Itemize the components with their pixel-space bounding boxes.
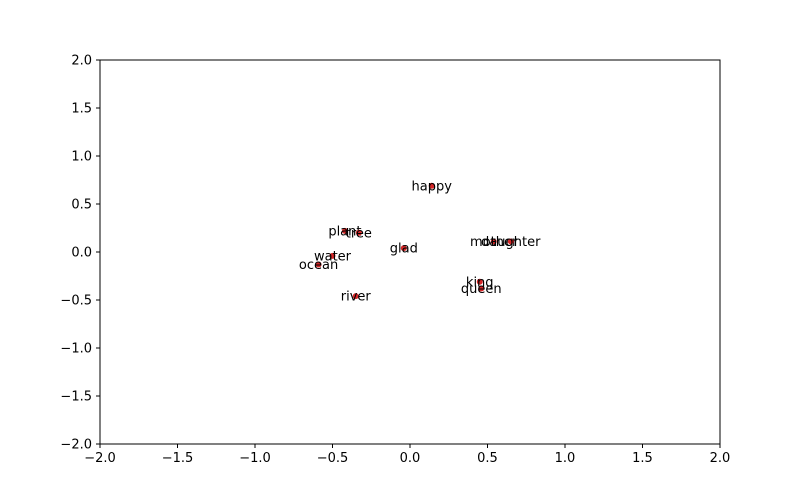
point-label-tree: tree — [346, 226, 372, 241]
x-tick-label: −0.5 — [317, 451, 349, 466]
x-tick-label: 0.5 — [477, 451, 498, 466]
y-tick-label: 1.0 — [71, 150, 92, 165]
x-tick-label: −2.0 — [84, 451, 116, 466]
data-point-happy — [428, 182, 435, 189]
x-tick-label: 2.0 — [710, 451, 731, 466]
y-tick-label: −0.5 — [60, 294, 92, 309]
point-label-daughter: daughter — [481, 235, 541, 250]
y-tick-label: −1.5 — [60, 390, 92, 405]
point-label-happy: happy — [411, 179, 452, 194]
y-tick-label: 0.5 — [71, 198, 92, 213]
y-axis: −2.0 −1.5 −1.0 −0.5 0.0 0.5 1.0 1.5 2.0 — [60, 54, 100, 453]
data-point-king — [476, 278, 483, 285]
x-tick-label: 1.0 — [555, 451, 576, 466]
point-label-king: king — [466, 275, 494, 290]
x-tick-label: −1.5 — [162, 451, 194, 466]
point-label-queen: queen — [461, 282, 502, 297]
data-point-river — [352, 293, 359, 300]
data-point-queen — [478, 285, 485, 292]
y-tick-label: −1.0 — [60, 342, 92, 357]
point-label-water: water — [314, 249, 352, 264]
point-label-ocean: ocean — [299, 258, 338, 273]
point-label-glad: glad — [390, 242, 418, 257]
y-tick-label: 1.5 — [71, 102, 92, 117]
data-point-daughter — [507, 238, 514, 245]
data-point-ocean — [315, 261, 322, 268]
y-tick-label: 2.0 — [71, 54, 92, 69]
data-point-glad — [400, 245, 407, 252]
data-point-water — [329, 252, 336, 259]
x-tick-label: 0.0 — [400, 451, 421, 466]
x-tick-label: 1.5 — [632, 451, 653, 466]
y-tick-label: 0.0 — [71, 246, 92, 261]
point-label-river: river — [341, 290, 372, 305]
point-label-plant: plant — [328, 224, 361, 239]
data-point-mother — [490, 238, 497, 245]
x-axis: −2.0 −1.5 −1.0 −0.5 0.0 0.5 1.0 1.5 2.0 — [84, 444, 730, 466]
data-point-plant — [341, 227, 348, 234]
y-tick-label: −2.0 — [60, 438, 92, 453]
point-label-mother: mother — [470, 235, 518, 250]
data-point-tree — [355, 229, 362, 236]
x-tick-label: −1.0 — [239, 451, 271, 466]
